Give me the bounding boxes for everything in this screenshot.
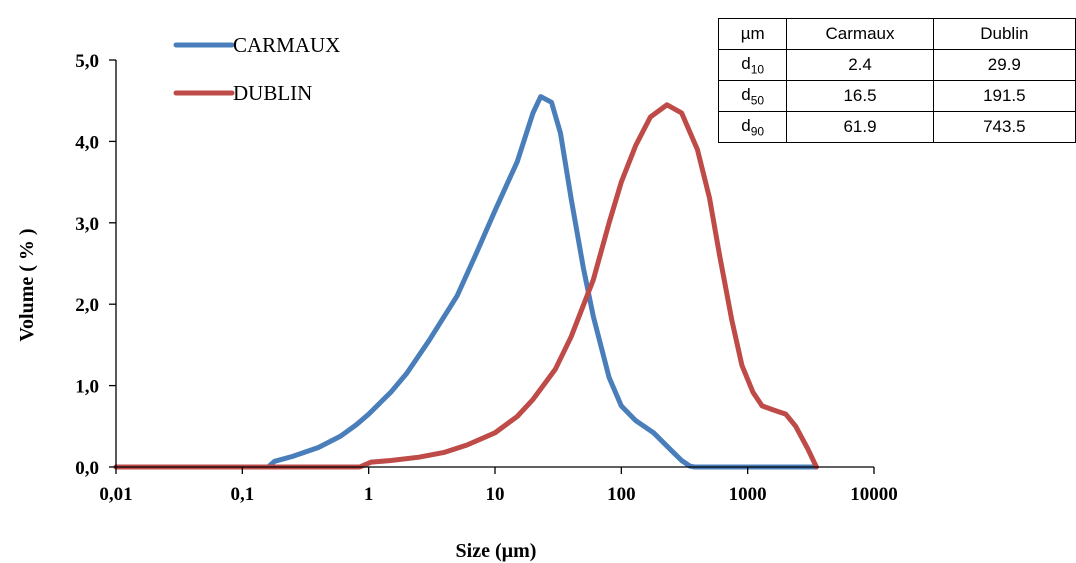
table-header-carmaux: Carmaux <box>786 18 934 50</box>
x-tick-label: 0,01 <box>99 484 132 505</box>
y-tick-label: 0,0 <box>75 458 99 479</box>
legend-label-carmaux: CARMAUX <box>233 33 340 57</box>
y-tick-label: 5,0 <box>75 51 99 72</box>
series-line-dublin <box>113 102 819 470</box>
legend: CARMAUX DUBLIN <box>173 33 340 105</box>
cell-dublin-d90: 743.5 <box>932 111 1076 143</box>
size-distribution-table: µm Carmaux Dublin d10 2.4 29.9 d50 16.5 … <box>717 18 1076 143</box>
cell-dublin-d10: 29.9 <box>932 49 1076 81</box>
cell-carmaux-d10: 2.4 <box>786 49 934 81</box>
row-label-d90: d90 <box>717 111 788 143</box>
cell-carmaux-d50: 16.5 <box>786 80 934 112</box>
row-label-d10: d10 <box>717 49 788 81</box>
table-header-row: µm Carmaux Dublin <box>717 18 1076 50</box>
row-label-d50: d50 <box>717 80 788 112</box>
series-lines <box>113 94 819 470</box>
y-tick-label: 2,0 <box>75 295 99 316</box>
cell-carmaux-d90: 61.9 <box>786 111 934 143</box>
table-header-unit: µm <box>717 18 788 50</box>
x-tick-label: 10 <box>486 484 505 505</box>
series-line-carmaux <box>113 94 819 470</box>
x-tick-label: 1 <box>364 484 374 505</box>
y-axis-title: Volume ( % ) <box>16 228 38 341</box>
x-tick-label: 0,1 <box>230 484 254 505</box>
table-row: d90 61.9 743.5 <box>717 111 1076 143</box>
y-tick-label: 1,0 <box>75 377 99 398</box>
x-axis-title: Size (µm) <box>456 540 537 562</box>
x-tick-label: 1000 <box>729 484 767 505</box>
y-tick-label: 3,0 <box>75 214 99 235</box>
x-tick-label: 100 <box>607 484 636 505</box>
y-axis-ticks: 0,0 1,0 2,0 3,0 4,0 5,0 <box>75 51 116 479</box>
table-header-dublin: Dublin <box>932 18 1076 50</box>
table-row: d50 16.5 191.5 <box>717 80 1076 112</box>
x-tick-label: 10000 <box>850 484 898 505</box>
x-axis-ticks: 0,01 0,1 1 10 100 1000 10000 <box>99 467 898 505</box>
table-row: d10 2.4 29.9 <box>717 49 1076 81</box>
cell-dublin-d50: 191.5 <box>932 80 1076 112</box>
y-tick-label: 4,0 <box>75 132 99 153</box>
legend-label-dublin: DUBLIN <box>233 81 312 105</box>
